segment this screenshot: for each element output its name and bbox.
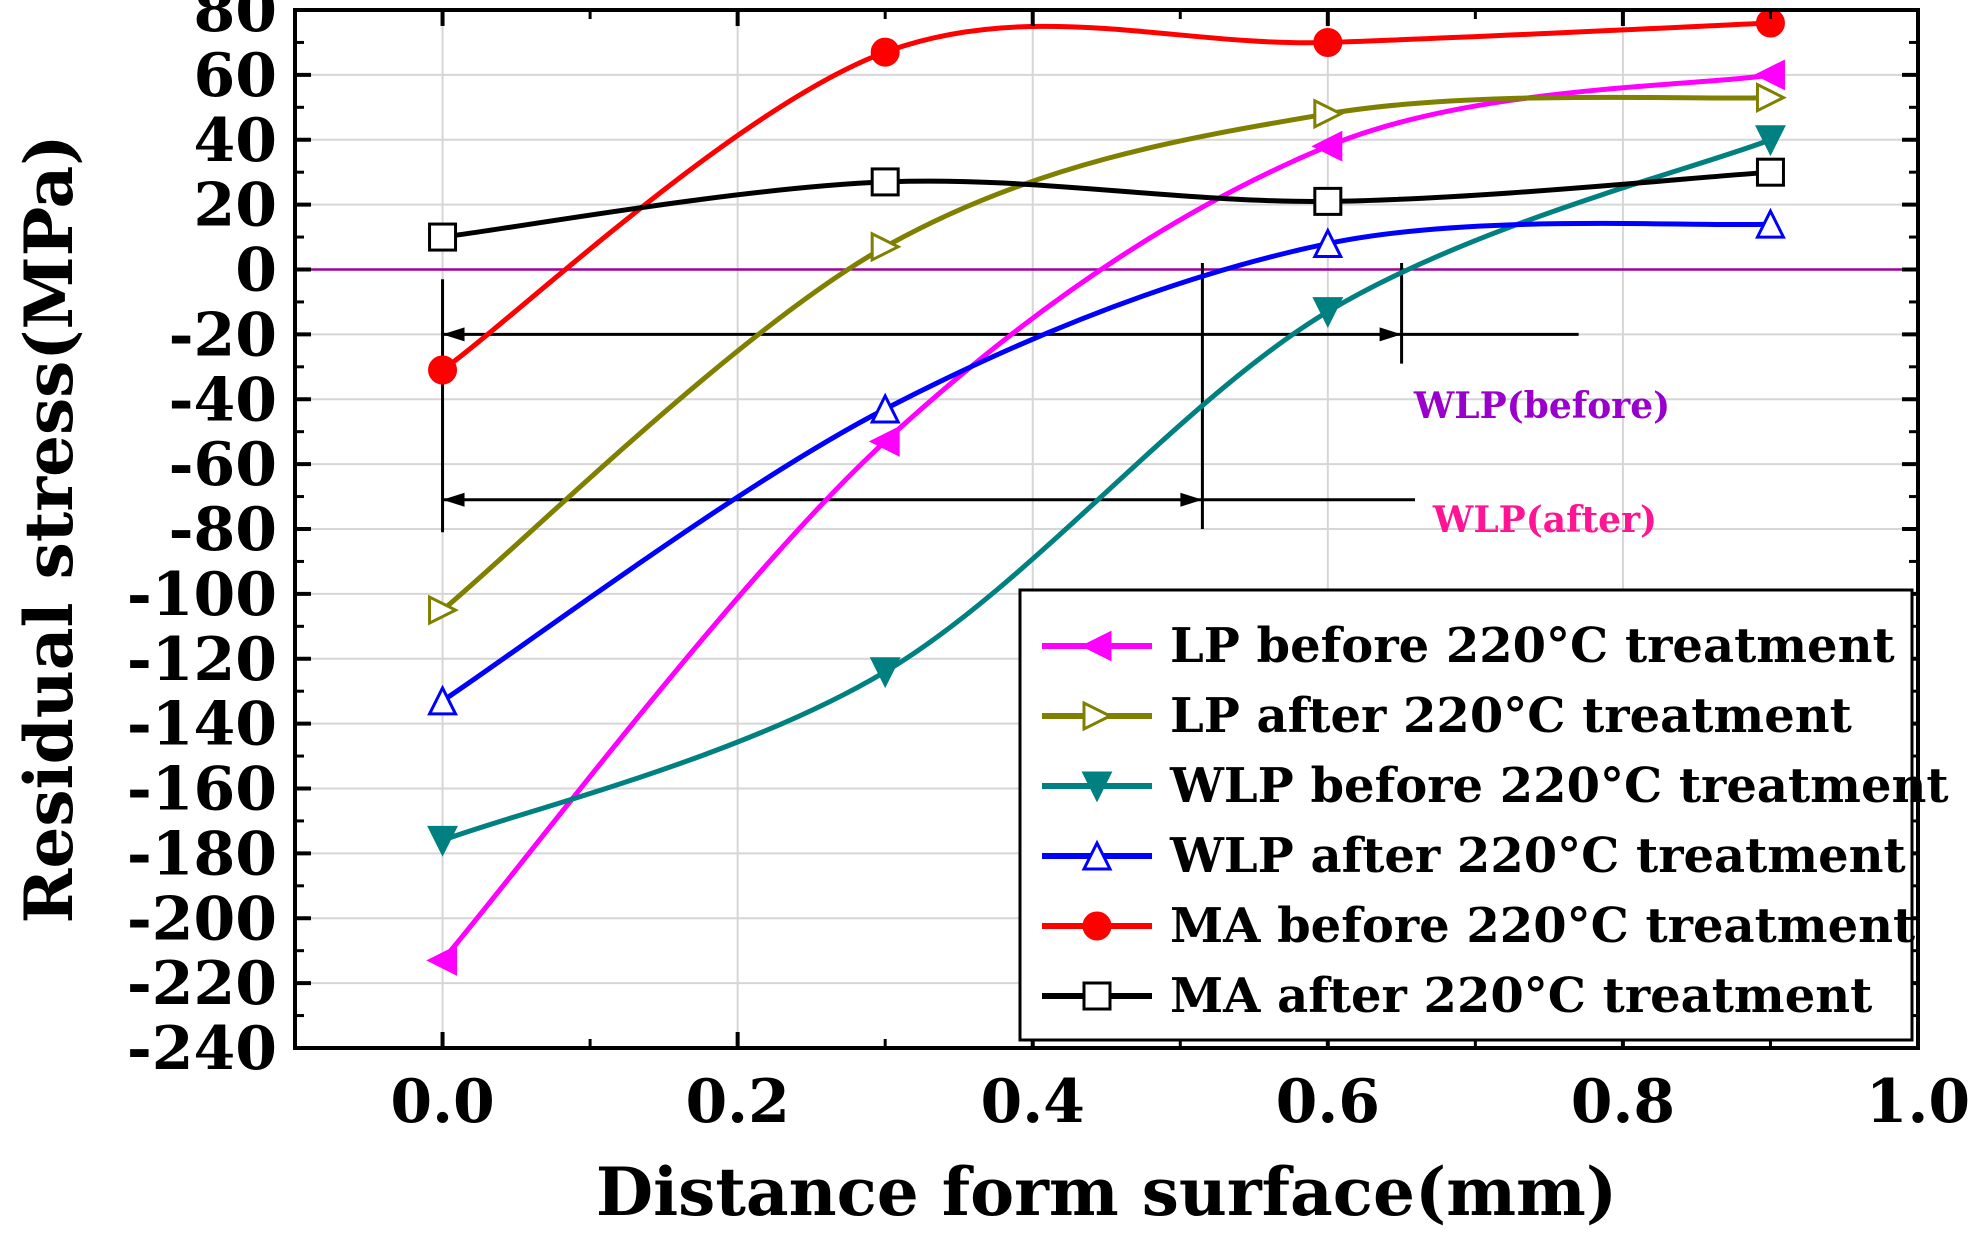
series-lines <box>440 20 1772 963</box>
series-line <box>441 220 1771 704</box>
data-point <box>1755 157 1785 187</box>
y-tick-label: -180 <box>127 819 277 889</box>
y-tick-label: -240 <box>127 1014 277 1084</box>
data-point <box>427 825 458 857</box>
x-axis-title: Distance form surface(mm) <box>596 1153 1617 1231</box>
y-tick-label: -100 <box>127 560 277 630</box>
data-point <box>868 425 900 457</box>
data-point <box>427 684 458 716</box>
annotation-label-before: WLP(before) <box>1413 385 1670 427</box>
series-markers <box>426 8 1787 976</box>
legend-marker <box>1081 771 1113 803</box>
legend-label: MA before 220°C treatment <box>1170 898 1915 954</box>
data-point <box>1313 27 1343 57</box>
y-tick-label: 0 <box>235 236 277 306</box>
y-tick-label: 40 <box>194 106 278 176</box>
y-tick-label: -140 <box>127 690 277 760</box>
data-point <box>426 944 458 976</box>
legend-label: WLP before 220°C treatment <box>1169 758 1949 814</box>
annotation-arrows: WLP(before) WLP(after) <box>441 263 1670 541</box>
y-tick-label: -120 <box>127 625 277 695</box>
series-line <box>441 137 1772 843</box>
data-point <box>870 231 902 263</box>
annotation-label-after: WLP(after) <box>1432 499 1657 541</box>
series-line <box>440 94 1771 613</box>
x-tick-label: 1.0 <box>1866 1067 1968 1137</box>
data-point <box>1313 98 1345 130</box>
data-point <box>428 222 458 252</box>
x-tick-label: 0.2 <box>685 1067 789 1137</box>
data-point <box>428 355 458 385</box>
y-tick-label: -160 <box>127 755 277 825</box>
legend-marker <box>1081 839 1113 871</box>
legend-marker <box>1082 981 1112 1011</box>
legend-marker <box>1082 700 1114 732</box>
data-point <box>869 392 901 424</box>
data-point <box>1313 186 1343 216</box>
legend-label: LP after 220°C treatment <box>1170 688 1852 744</box>
y-axis-title: Residual stress(MPa) <box>10 135 88 924</box>
data-point <box>1312 227 1344 259</box>
data-point <box>1755 207 1786 239</box>
legend-marker <box>1082 911 1112 941</box>
series-line <box>441 20 1771 373</box>
y-tick-label: 20 <box>194 171 278 241</box>
legend-label: LP before 220°C treatment <box>1170 618 1895 674</box>
data-point <box>1754 59 1785 91</box>
x-tick-label: 0.6 <box>1276 1067 1380 1137</box>
y-tick-label: 60 <box>194 41 278 111</box>
arrow-head <box>1180 492 1203 507</box>
data-point <box>428 594 459 626</box>
y-tick-label: -80 <box>169 495 277 565</box>
arrow-head <box>442 327 465 342</box>
axis-ticks: 806040200-20-40-60-80-100-120-140-160-18… <box>127 0 1968 1137</box>
legend-box <box>1018 588 1914 1042</box>
series-line <box>442 169 1771 240</box>
data-point <box>869 657 901 689</box>
legend-label: MA after 220°C treatment <box>1170 968 1872 1024</box>
series-line <box>440 72 1771 963</box>
x-tick-label: 0.0 <box>390 1067 494 1137</box>
arrow-head <box>1379 327 1402 342</box>
legend: LP before 220°C treatment LP after 220°C … <box>1018 588 1949 1042</box>
y-tick-label: -200 <box>127 884 277 954</box>
data-point <box>870 37 900 67</box>
y-tick-label: -220 <box>127 949 277 1019</box>
data-point <box>870 167 900 197</box>
data-point <box>1755 125 1786 157</box>
data-point <box>1312 297 1344 329</box>
y-tick-label: 80 <box>194 0 278 46</box>
arrow-head <box>442 492 465 507</box>
y-tick-label: -20 <box>169 300 277 370</box>
data-point <box>1755 82 1787 114</box>
y-tick-label: -60 <box>169 430 277 500</box>
legend-marker <box>1080 630 1112 662</box>
legend-label: WLP after 220°C treatment <box>1169 828 1906 884</box>
x-tick-label: 0.4 <box>981 1067 1085 1137</box>
x-tick-label: 0.8 <box>1571 1067 1675 1137</box>
data-point <box>1311 130 1343 162</box>
y-tick-label: -40 <box>169 365 277 435</box>
